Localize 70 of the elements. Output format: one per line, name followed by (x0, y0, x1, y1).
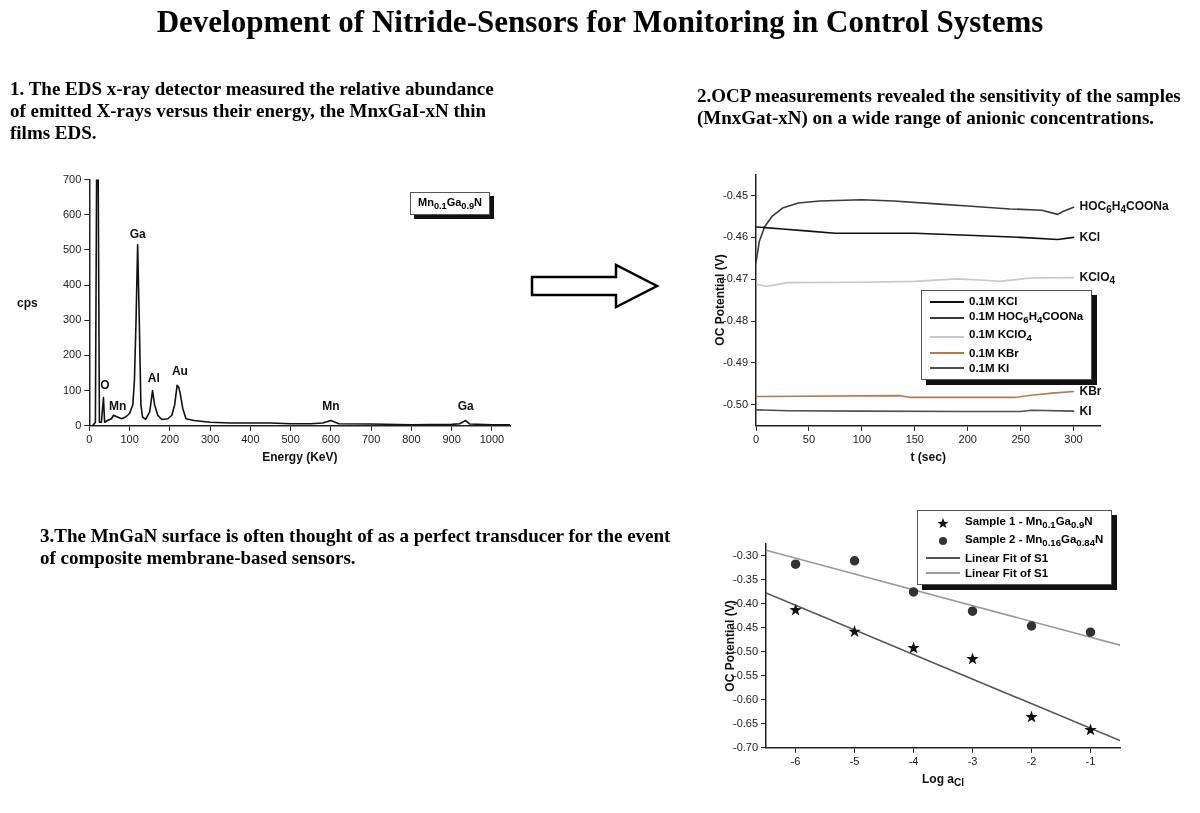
y-tick-label: 700 (62, 172, 82, 185)
x-tick-label: -3 (967, 755, 978, 768)
annotation: KClO$_{4}$ (1079, 269, 1116, 286)
x-tick-label: 50 (802, 433, 816, 446)
legend-label: Sample 2 - Mn$_{0.16}$Ga$_{0.84}$N (965, 532, 1104, 551)
x-tick-label: 500 (281, 433, 300, 446)
y-tick-label: -0.50 (722, 397, 749, 410)
x-tick-label: 900 (442, 433, 461, 446)
annotation: Al (147, 370, 160, 385)
y-tick-label: 600 (62, 207, 82, 220)
annotation: KI (1079, 404, 1092, 419)
x-tick-label: 700 (361, 433, 381, 446)
legend-label: 0.1M HOC$_{6}$H$_{4}$COONa (969, 309, 1084, 328)
legend-label: Linear Fit of S1 (965, 550, 1049, 566)
x-tick-label: 200 (958, 433, 977, 446)
x-tick-label: 250 (1011, 433, 1030, 446)
y-tick-label: 400 (62, 278, 82, 291)
y-tick-label: -0.60 (732, 692, 759, 705)
x-tick-label: 150 (905, 433, 924, 446)
y-tick-label: 0 (75, 418, 82, 431)
annotation: HOC$_{6}$H$_{4}$COONa (1079, 199, 1169, 216)
y-tick-label: -0.70 (732, 740, 759, 753)
y-tick-label: -0.49 (722, 356, 749, 369)
annotation: Mn$_{0.1}$Ga$_{0.9}$N (410, 191, 490, 215)
y-tick-label: 200 (62, 348, 82, 361)
y-tick-label: 300 (62, 313, 82, 326)
x-tick-label: 100 (120, 433, 139, 446)
y-tick-label: -0.35 (732, 573, 759, 585)
x-tick-label: 100 (852, 433, 872, 446)
x-tick-label: -4 (908, 755, 919, 768)
x-tick-label: 200 (160, 433, 180, 446)
annotation: Ga (129, 226, 146, 241)
x-tick-label: -6 (790, 755, 801, 768)
x-tick-label: 300 (200, 433, 220, 446)
chart-title: 2.OCP measurements revealed the sensitivity of the samples (MnxGat-xN) on a wide range of anionic concentrations. (697, 85, 1182, 129)
annotation: O (100, 377, 110, 392)
legend-label: 0.1M KI (969, 360, 1010, 376)
annotation: Ga (457, 399, 474, 413)
annotation: Mn (109, 399, 127, 413)
x-tick-label: -1 (1085, 755, 1096, 768)
legend-label: 0.1M KBr (969, 345, 1019, 361)
x-tick-label: 400 (241, 433, 260, 446)
text: 3.The MnGaN surface is often thought of as a perfect transducer for the event of composite membrane-based sensors. (40, 525, 672, 569)
x-tick-label: 0 (86, 433, 93, 446)
legend-label: 0.1M KCl (969, 294, 1018, 310)
x-tick-label: 800 (402, 433, 421, 446)
annotation: Mn (322, 399, 340, 413)
x-tick-label: -5 (849, 755, 860, 768)
annotation: Au (171, 363, 188, 378)
text: Development of Nitride-Sensors for Monitoring in Control Systems (155, 4, 1045, 40)
y-tick-label: -0.65 (732, 716, 759, 729)
legend-label: Sample 1 - Mn$_{0.1}$Ga$_{0.9}$N (965, 514, 1093, 533)
x-tick-label: 600 (321, 433, 341, 446)
x-tick-label: 1000 (479, 433, 505, 446)
x-tick-label: 300 (1064, 433, 1083, 446)
y-axis-title: cps (17, 295, 38, 310)
y-tick-label: -0.30 (732, 549, 759, 562)
annotation: KBr (1079, 384, 1102, 399)
annotation: KCl (1079, 230, 1101, 245)
y-tick-label: 100 (62, 383, 82, 396)
y-tick-label: -0.46 (722, 230, 749, 243)
legend-label: Linear Fit of S1 (965, 565, 1049, 581)
x-axis-title: Energy (KeV) (262, 449, 338, 464)
legend-label: 0.1M KClO$_{4}$ (969, 327, 1032, 346)
x-tick-label: -2 (1026, 755, 1037, 768)
x-axis-title: Log a$_{Cl}$ (922, 771, 965, 789)
y-tick-label: 500 (62, 242, 82, 255)
x-axis-title: t (sec) (910, 449, 946, 464)
chart-title: 1. The EDS x-ray detector measured the relative abundance of emitted X-rays versus their energy, the MnxGaI-xN thin films EDS. (10, 78, 495, 144)
y-tick-label: -0.45 (722, 188, 749, 201)
